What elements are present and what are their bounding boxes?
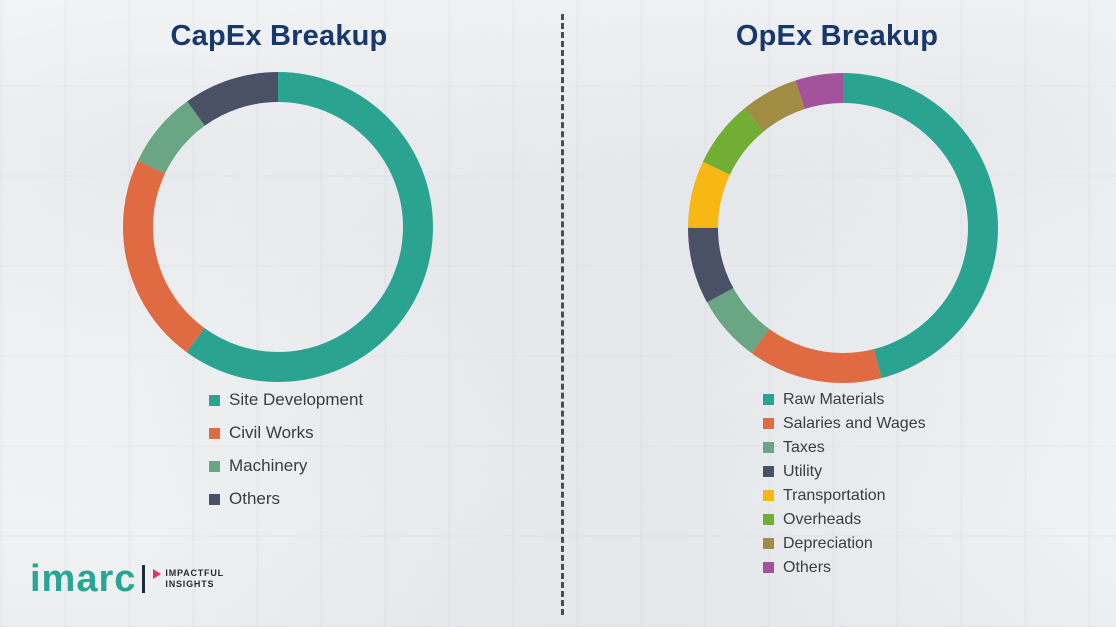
donut-segment-utility	[688, 73, 998, 383]
legend-label: Taxes	[783, 439, 825, 456]
capex-legend: Site Development Civil Works Machinery Othe…	[209, 391, 363, 523]
legend-swatch	[209, 460, 220, 472]
logo-triangle-icon	[153, 568, 162, 579]
legend-item: Others	[209, 490, 363, 508]
legend-item: Site Development	[209, 391, 363, 409]
legend-label: Salaries and Wages	[783, 415, 926, 432]
imarc-logo-text: imarc	[30, 558, 137, 600]
opex-donut-chart	[688, 73, 998, 383]
legend-label: Others	[783, 559, 832, 576]
legend-item: Others	[763, 559, 926, 576]
legend-label: Site Development	[229, 390, 364, 409]
legend-item: Utility	[763, 463, 926, 480]
legend-swatch	[763, 418, 774, 429]
legend-swatch	[763, 442, 774, 453]
legend-swatch	[209, 427, 220, 439]
legend-label: Depreciation	[783, 535, 873, 552]
donut-segment-others	[123, 72, 433, 382]
opex-title: OpEx Breakup	[735, 20, 939, 52]
legend-item: Civil Works	[209, 424, 363, 442]
donut-segment-others	[688, 73, 998, 383]
legend-item: Machinery	[209, 457, 363, 475]
legend-item: Depreciation	[763, 535, 926, 552]
opex-legend: Raw Materials Salaries and Wages Taxes Util…	[763, 391, 926, 583]
donut-segment-salaries-and-wages	[688, 73, 998, 383]
legend-swatch	[763, 514, 774, 525]
legend-swatch	[763, 394, 774, 405]
legend-item: Salaries and Wages	[763, 415, 926, 432]
legend-item: Transportation	[763, 487, 926, 504]
legend-swatch	[209, 394, 220, 406]
tagline-line-1: IMPACTFUL	[165, 568, 224, 578]
legend-label: Overheads	[783, 511, 862, 528]
legend-label: Civil Works	[229, 423, 314, 442]
logo-separator	[142, 565, 146, 593]
legend-swatch	[763, 562, 774, 573]
legend-swatch	[763, 466, 774, 477]
legend-item: Raw Materials	[763, 391, 926, 408]
legend-label: Raw Materials	[783, 391, 885, 408]
legend-swatch	[763, 538, 774, 549]
legend-label: Others	[229, 489, 281, 508]
legend-label: Machinery	[229, 456, 308, 475]
legend-item: Overheads	[763, 511, 926, 528]
legend-swatch	[763, 490, 774, 501]
imarc-logo: imarc IMPACTFUL INSIGHTS	[30, 560, 224, 598]
logo-tagline: IMPACTFUL INSIGHTS	[153, 568, 224, 590]
capex-donut-chart	[123, 72, 433, 382]
legend-swatch	[209, 493, 220, 505]
legend-label: Utility	[783, 463, 823, 480]
divider-line	[561, 14, 564, 615]
tagline-line-2: INSIGHTS	[165, 579, 215, 589]
legend-label: Transportation	[783, 487, 886, 504]
legend-item: Taxes	[763, 439, 926, 456]
capex-title: CapEx Breakup	[170, 20, 388, 52]
donut-segment-civil-works	[123, 72, 433, 382]
